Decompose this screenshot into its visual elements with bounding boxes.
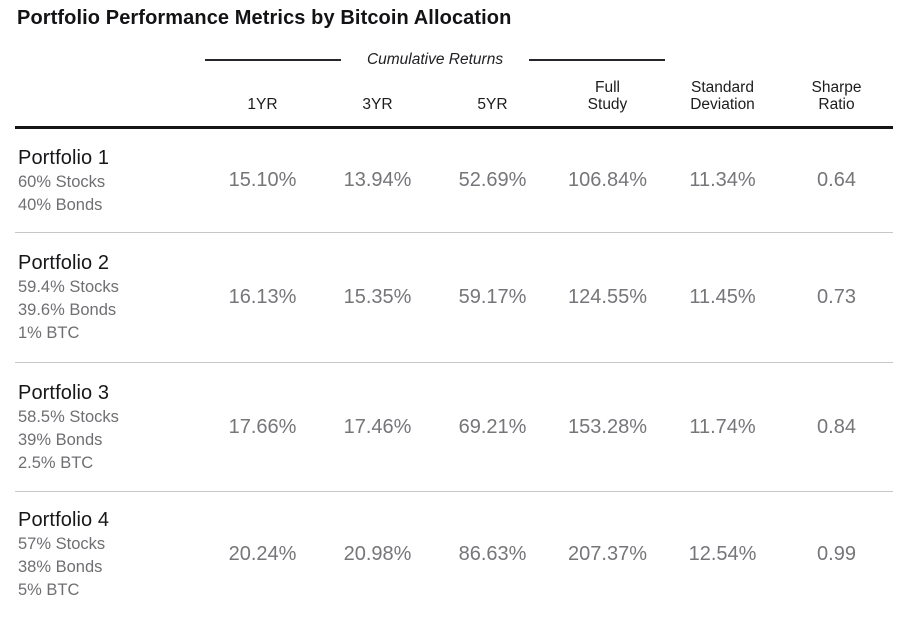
portfolio-name: Portfolio 3: [18, 381, 110, 404]
allocation-line: 39.6% Bonds: [18, 301, 117, 319]
allocation-line: 39% Bonds: [18, 430, 103, 449]
cell-1yr: 15.10%: [228, 169, 297, 191]
allocation-line: 58.5% Stocks: [18, 407, 119, 426]
cell-5yr: 59.17%: [458, 286, 527, 308]
portfolio-name: Portfolio 2: [18, 252, 110, 274]
cell-full-study: 153.28%: [568, 415, 647, 438]
allocation-line: 2.5% BTC: [18, 453, 94, 472]
portfolio-name: Portfolio 4: [18, 509, 110, 531]
table-row-portfolio-2: Portfolio 2 59.4% Stocks 39.6% Bonds 1% …: [15, 233, 893, 363]
cell-sharpe-ratio: 0.73: [817, 286, 856, 308]
allocation-line: 5% BTC: [18, 581, 80, 599]
cell-5yr: 69.21%: [458, 415, 527, 438]
allocation-line: 40% Bonds: [18, 195, 103, 214]
table-row-portfolio-3: Portfolio 3 58.5% Stocks 39% Bonds 2.5% …: [15, 363, 893, 492]
cell-sharpe-ratio: 0.64: [817, 169, 856, 191]
group-header-spacer: [15, 48, 205, 72]
allocation-line: 38% Bonds: [18, 558, 103, 576]
cell-sharpe-ratio: 0.99: [817, 543, 856, 565]
cell-1yr: 20.24%: [228, 543, 297, 565]
column-header-row: 1YR 3YR 5YR Full Study Standard Deviatio…: [15, 72, 893, 126]
allocation-line: 57% Stocks: [18, 535, 106, 553]
column-header-full-study: Full Study: [587, 79, 628, 113]
cell-3yr: 20.98%: [343, 543, 412, 565]
cell-3yr: 13.94%: [343, 169, 412, 191]
header-rule: [15, 126, 893, 129]
table-row-portfolio-4: Portfolio 4 57% Stocks 38% Bonds 5% BTC …: [15, 492, 893, 617]
cell-3yr: 15.35%: [343, 286, 412, 308]
column-header-portfolio: [15, 113, 205, 126]
column-header-3yr: 3YR: [362, 96, 393, 113]
allocation-line: 60% Stocks: [18, 172, 106, 191]
allocation-line: 1% BTC: [18, 324, 80, 342]
column-header-1yr: 1YR: [247, 96, 278, 113]
portfolio-label-cell: Portfolio 1 60% Stocks 40% Bonds: [15, 145, 205, 217]
portfolio-label-cell: Portfolio 3 58.5% Stocks 39% Bonds 2.5% …: [15, 380, 205, 475]
column-header-standard-deviation: Standard Deviation: [690, 79, 755, 113]
cell-full-study: 106.84%: [568, 169, 647, 191]
cell-standard-deviation: 12.54%: [688, 543, 757, 565]
metrics-table: Cumulative Returns 1YR 3YR 5YR Full Stud…: [15, 48, 893, 617]
column-header-5yr: 5YR: [477, 96, 508, 113]
cell-standard-deviation: 11.45%: [689, 286, 756, 308]
cumulative-returns-group: Cumulative Returns: [205, 48, 666, 72]
cell-standard-deviation: 11.34%: [689, 169, 756, 191]
cumulative-returns-group-label: Cumulative Returns: [366, 51, 504, 68]
cell-5yr: 86.63%: [458, 543, 527, 565]
column-header-sharpe-ratio: Sharpe Ratio: [811, 79, 862, 113]
cell-1yr: 16.13%: [228, 286, 297, 308]
group-header-row: Cumulative Returns: [15, 48, 893, 72]
cell-full-study: 124.55%: [568, 286, 647, 308]
cell-3yr: 17.46%: [343, 415, 412, 438]
portfolio-name: Portfolio 1: [18, 146, 110, 169]
portfolio-label-cell: Portfolio 2 59.4% Stocks 39.6% Bonds 1% …: [15, 250, 205, 345]
cell-standard-deviation: 11.74%: [689, 415, 756, 438]
group-rule-left: [205, 59, 341, 61]
cell-5yr: 52.69%: [458, 169, 527, 191]
portfolio-label-cell: Portfolio 4 57% Stocks 38% Bonds 5% BTC: [15, 507, 205, 602]
table-row-portfolio-1: Portfolio 1 60% Stocks 40% Bonds 15.10% …: [15, 129, 893, 233]
page-title: Portfolio Performance Metrics by Bitcoin…: [17, 7, 512, 29]
cell-1yr: 17.66%: [228, 415, 297, 438]
cell-full-study: 207.37%: [568, 543, 647, 565]
allocation-line: 59.4% Stocks: [18, 278, 119, 296]
group-rule-right: [529, 59, 666, 61]
cell-sharpe-ratio: 0.84: [817, 415, 856, 438]
